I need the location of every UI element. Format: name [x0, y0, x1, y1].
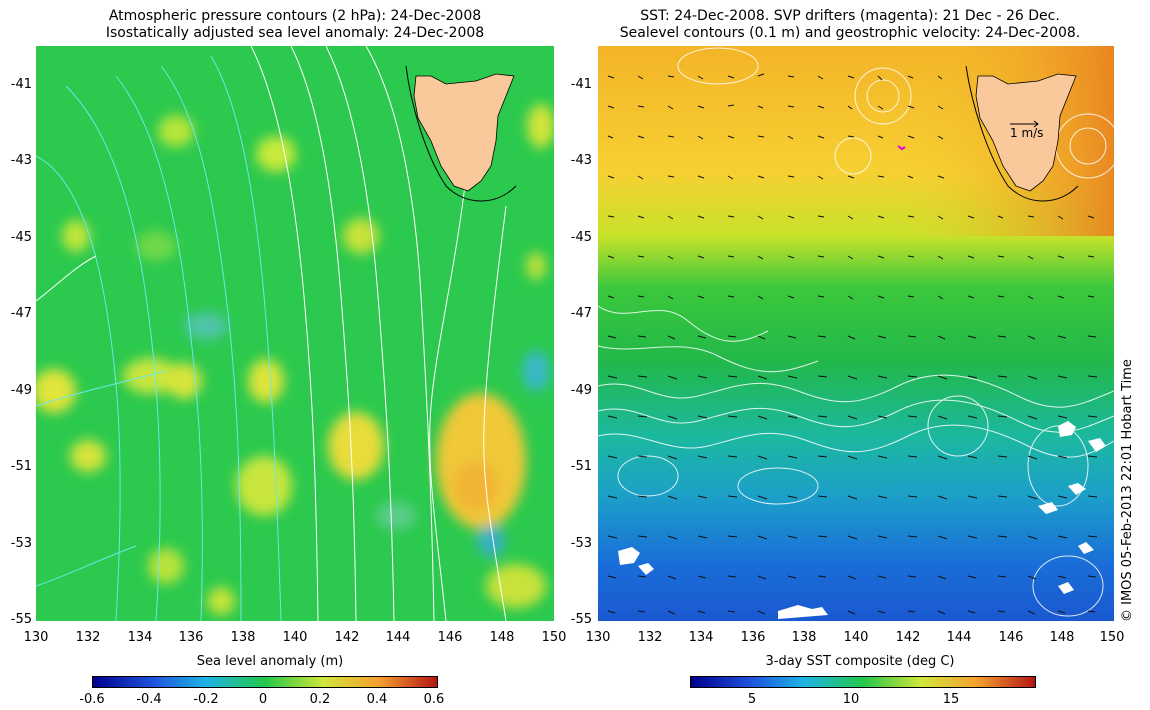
sst-colorbar [690, 676, 1036, 688]
right-title-line2: Sealevel contours (0.1 m) and geostrophi… [619, 25, 1081, 41]
right-y-tick: -49 [570, 383, 592, 398]
left-y-tick: -47 [10, 306, 32, 321]
left-map-title: Atmospheric pressure contours (2 hPa): 2… [60, 8, 530, 42]
sst-colorbar-title: 3-day SST composite (deg C) [765, 654, 955, 669]
pressure-contours-white [36, 46, 507, 621]
right-y-tick: -47 [570, 306, 592, 321]
sla-colorbar-tick: -0.6 [79, 692, 105, 707]
sst-colorbar-tick: 10 [842, 692, 860, 707]
right-y-tick: -53 [570, 536, 592, 551]
sst-map-canvas [598, 46, 1114, 621]
right-y-tick: -43 [570, 153, 592, 168]
sla-colorbar-tick: 0.4 [366, 692, 388, 707]
sst-colorbar-tick: 5 [747, 692, 757, 707]
sla-map [36, 46, 554, 621]
sla-map-canvas [36, 46, 554, 621]
sealevel-contours [598, 47, 1114, 617]
right-y-tick: -45 [570, 230, 592, 245]
right-x-tick: 132 [637, 630, 663, 645]
right-y-tick: -55 [570, 612, 592, 627]
sst-colorbar-tick: 15 [942, 692, 960, 707]
shelf-break-contour-left [405, 65, 517, 202]
sla-colorbar-title: Sea level anomaly (m) [196, 654, 344, 669]
right-y-tick: -41 [570, 77, 592, 92]
no-data-patches [618, 421, 1106, 619]
left-x-tick: 150 [541, 630, 567, 645]
sla-colorbar [92, 676, 438, 688]
shelf-break-contour-right [965, 65, 1079, 202]
right-x-tick: 138 [791, 630, 817, 645]
velocity-scale [1010, 120, 1039, 128]
velocity-scale-label: 1 m/s [1010, 126, 1044, 140]
left-x-tick: 138 [230, 630, 256, 645]
imos-credit: © IMOS 05-Feb-2013 22:01 Hobart Time [1120, 359, 1135, 622]
svp-drifter-track [897, 145, 906, 151]
geostrophic-velocity-arrows [607, 73, 1098, 615]
right-x-tick: 130 [585, 630, 611, 645]
left-title-line1: Atmospheric pressure contours (2 hPa): 2… [108, 8, 482, 24]
left-x-tick: 146 [437, 630, 463, 645]
right-map-title: SST: 24-Dec-2008. SVP drifters (magenta)… [580, 8, 1120, 42]
left-y-tick: -49 [10, 383, 32, 398]
left-y-tick: -45 [10, 230, 32, 245]
left-x-tick: 132 [75, 630, 101, 645]
left-title-line2: Isostatically adjusted sea level anomaly… [105, 25, 485, 41]
right-x-tick: 144 [946, 630, 972, 645]
right-x-tick: 150 [1099, 630, 1125, 645]
sla-colorbar-tick: 0.6 [423, 692, 445, 707]
sla-colorbar-tick: -0.2 [193, 692, 219, 707]
right-title-line1: SST: 24-Dec-2008. SVP drifters (magenta)… [640, 8, 1060, 24]
tasmania-land-right [975, 73, 1077, 192]
sla-colorbar-tick: -0.4 [136, 692, 162, 707]
sst-map: 1 m/s [598, 46, 1114, 621]
sla-colorbar-tick: 0 [258, 692, 268, 707]
right-x-tick: 146 [998, 630, 1024, 645]
right-y-tick: -51 [570, 459, 592, 474]
left-x-tick: 134 [127, 630, 153, 645]
left-y-tick: -43 [10, 153, 32, 168]
left-y-tick: -41 [10, 77, 32, 92]
tasmania-land-left [413, 73, 515, 192]
right-x-tick: 142 [895, 630, 921, 645]
pressure-contours-cyan [36, 55, 282, 621]
left-x-tick: 130 [23, 630, 49, 645]
sla-colorbar-tick: 0.2 [309, 692, 331, 707]
left-y-tick: -53 [10, 536, 32, 551]
left-x-tick: 140 [282, 630, 308, 645]
left-y-tick: -51 [10, 459, 32, 474]
left-x-tick: 148 [489, 630, 515, 645]
left-x-tick: 142 [334, 630, 360, 645]
right-x-tick: 134 [688, 630, 714, 645]
right-x-tick: 136 [740, 630, 766, 645]
right-x-tick: 140 [843, 630, 869, 645]
left-y-tick: -55 [10, 612, 32, 627]
left-x-tick: 136 [178, 630, 204, 645]
left-x-tick: 144 [385, 630, 411, 645]
right-x-tick: 148 [1049, 630, 1075, 645]
